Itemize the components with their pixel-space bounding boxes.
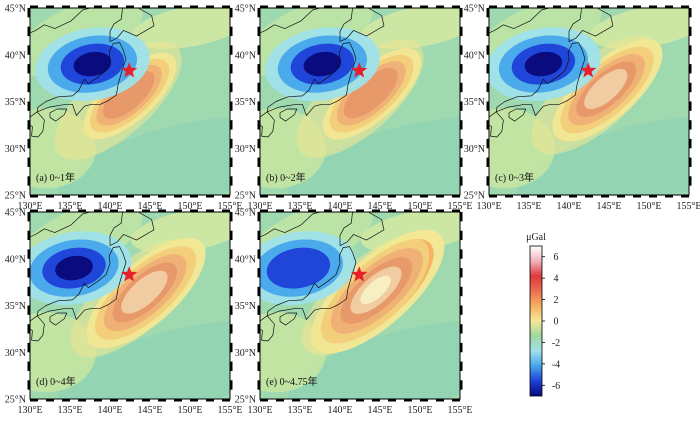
lat-tick-label: 40°N (235, 50, 256, 61)
lat-tick-label: 30°N (5, 348, 26, 359)
colorbar-tick-label: 6 (554, 252, 559, 263)
colorbar-tick-label: 4 (554, 274, 559, 285)
lat-tick-label: 25°N (5, 191, 26, 202)
lat-tick-label: 25°N (235, 395, 256, 406)
coastlines (260, 8, 385, 188)
lat-tick-label: 25°N (235, 191, 256, 202)
lon-tick-label: 130°E (17, 405, 42, 416)
map-panel-d: 25°N 30°N 35°N 40°N 45°N 130°E 135°E 140°E 145°E… (5, 208, 243, 417)
panel-label: (c) 0~3年 (495, 171, 534, 184)
lat-tick-label: 25°N (5, 395, 26, 406)
colorbar-tick-label: -4 (552, 359, 560, 370)
colorbar-tick-label: -2 (552, 338, 560, 349)
lon-tick-label: 140°E (97, 405, 122, 416)
map-panel-c: 25°N 30°N 35°N 40°N 45°N 130°E 135°E 140°E 145°E… (464, 4, 700, 213)
lat-tick-label: 45°N (5, 4, 26, 15)
gravity-field (489, 8, 689, 195)
lon-tick-label: 130°E (247, 405, 272, 416)
lat-tick-label: 30°N (235, 348, 256, 359)
lat-tick-label: 35°N (235, 97, 256, 108)
lon-tick-label: 140°E (327, 405, 352, 416)
lat-tick-label: 35°N (5, 301, 26, 312)
epicenter-star-icon (580, 62, 597, 78)
lon-tick-label: 150°E (636, 201, 661, 212)
lon-tick-label: 145°E (137, 201, 162, 212)
lon-tick-label: 135°E (287, 201, 312, 212)
lat-tick-label: 45°N (464, 4, 485, 15)
epicenter-star-icon (121, 62, 138, 78)
lat-tick-label: 30°N (235, 144, 256, 155)
lon-tick-label: 155°E (447, 201, 472, 212)
lon-tick-label: 155°E (676, 201, 700, 212)
map-panel-a: 25°N 30°N 35°N 40°N 45°N 130°E 135°E 140°E 145°E… (5, 4, 243, 213)
lon-tick-label: 135°E (516, 201, 541, 212)
lat-tick-label: 40°N (235, 254, 256, 265)
lon-tick-label: 150°E (177, 201, 202, 212)
lon-tick-label: 150°E (407, 201, 432, 212)
lon-tick-label: 140°E (97, 201, 122, 212)
lon-tick-label: 130°E (476, 201, 501, 212)
map-panel-e: 25°N 30°N 35°N 40°N 45°N 130°E 135°E 140°E 145°E… (235, 208, 473, 417)
epicenter-star-icon (351, 266, 368, 282)
lon-tick-label: 145°E (367, 405, 392, 416)
lat-tick-label: 35°N (464, 97, 485, 108)
coastlines (30, 8, 155, 188)
lon-tick-label: 135°E (287, 405, 312, 416)
lon-tick-label: 135°E (57, 405, 82, 416)
panel-label: (e) 0~4.75年 (266, 375, 318, 388)
colorbar: μGal 6 4 2 0 -2 -4 -6 (526, 232, 560, 397)
lon-tick-label: 155°E (447, 405, 472, 416)
panel-label: (a) 0~1年 (36, 171, 75, 184)
gravity-field (260, 8, 460, 195)
gravity-field (30, 8, 230, 195)
lat-tick-label: 45°N (5, 208, 26, 219)
epicenter-star-icon (121, 266, 138, 282)
lat-tick-label: 40°N (464, 50, 485, 61)
lat-tick-label: 35°N (235, 301, 256, 312)
lat-tick-label: 40°N (5, 50, 26, 61)
coastlines (260, 212, 385, 392)
lon-tick-label: 130°E (247, 201, 272, 212)
lon-tick-label: 145°E (137, 405, 162, 416)
lat-tick-label: 30°N (5, 144, 26, 155)
lon-tick-label: 150°E (407, 405, 432, 416)
colorbar-tick-label: 0 (554, 317, 559, 328)
lon-tick-label: 135°E (57, 201, 82, 212)
lon-tick-label: 150°E (177, 405, 202, 416)
lat-tick-label: 40°N (5, 254, 26, 265)
lon-tick-label: 140°E (556, 201, 581, 212)
epicenter-star-icon (351, 62, 368, 78)
coastlines (30, 212, 155, 392)
lat-tick-label: 30°N (464, 144, 485, 155)
panel-label: (d) 0~4年 (36, 375, 76, 388)
gravity-field (260, 212, 460, 399)
colorbar-tick-label: 2 (554, 295, 559, 306)
lat-tick-label: 35°N (5, 97, 26, 108)
coastlines (489, 8, 614, 188)
colorbar-tick-label: -6 (552, 381, 560, 392)
panel-label: (b) 0~2年 (266, 171, 306, 184)
lat-tick-label: 45°N (235, 4, 256, 15)
lat-tick-label: 45°N (235, 208, 256, 219)
map-panel-b: 25°N 30°N 35°N 40°N 45°N 130°E 135°E 140°E 145°E… (235, 4, 473, 213)
lat-tick-label: 25°N (464, 191, 485, 202)
lon-tick-label: 155°E (217, 405, 242, 416)
lon-tick-label: 130°E (17, 201, 42, 212)
lon-tick-label: 145°E (367, 201, 392, 212)
lon-tick-label: 155°E (217, 201, 242, 212)
lon-tick-label: 145°E (596, 201, 621, 212)
colorbar-scale (529, 245, 543, 397)
gravity-field (30, 212, 230, 399)
lon-tick-label: 140°E (327, 201, 352, 212)
colorbar-title: μGal (526, 232, 546, 243)
